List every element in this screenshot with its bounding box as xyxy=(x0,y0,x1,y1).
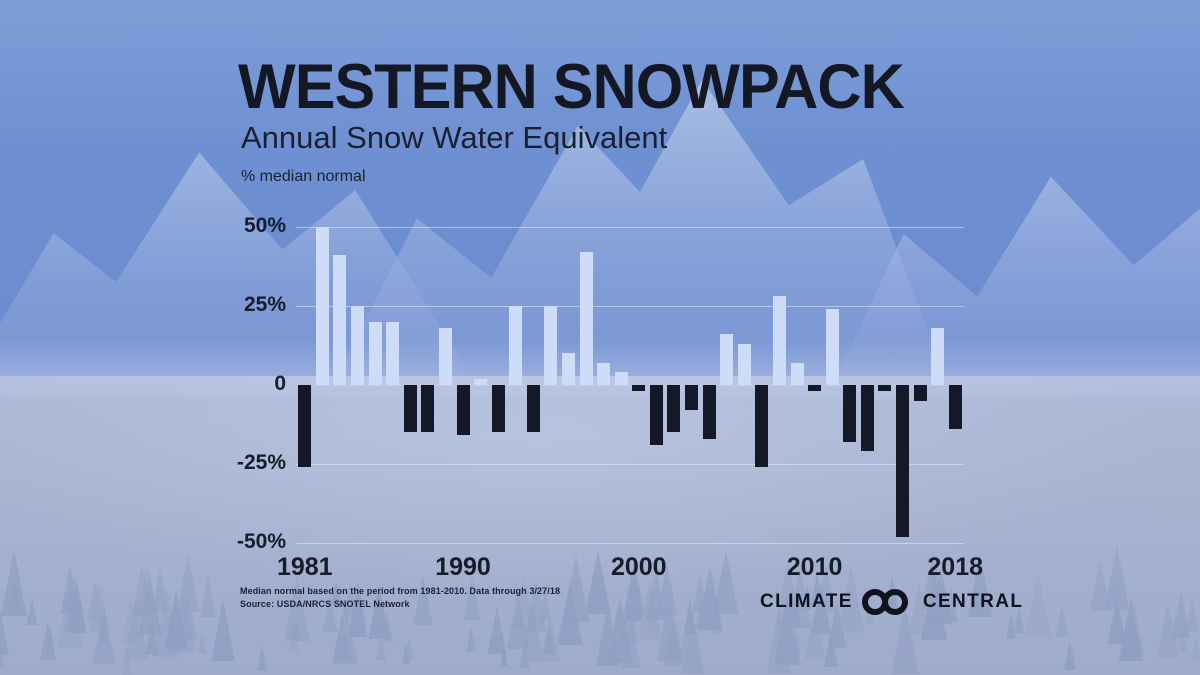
chart-bar xyxy=(386,321,400,385)
y-axis-tick-label: 25% xyxy=(243,292,286,316)
chart-bar xyxy=(403,384,417,433)
chart-bar xyxy=(491,384,505,433)
chart-bar xyxy=(913,384,927,401)
zero-axis-line xyxy=(296,385,964,386)
chart-bar xyxy=(579,252,593,385)
logo-text-central: CENTRAL xyxy=(922,591,1024,612)
chart-bar xyxy=(843,384,857,442)
source-note-line-2: Source: USDA/NRCS SNOTEL Network xyxy=(240,599,410,610)
climate-central-logo: CLIMATE CENTRAL xyxy=(760,589,1023,615)
x-axis-tick-label: 2000 xyxy=(610,553,667,581)
chart-bar xyxy=(509,305,523,385)
chart-bar xyxy=(860,384,874,452)
y-axis-tick-label: -50% xyxy=(236,530,286,553)
interlocking-rings-icon xyxy=(861,589,914,615)
chart-bar xyxy=(456,384,470,436)
chart-bar xyxy=(351,305,365,385)
snowpack-bar-chart: 50% 25% 0 -25% -50% 1981 1990 2000 2010 2018 xyxy=(237,211,983,581)
chart-bar xyxy=(720,334,734,385)
x-axis-tick-label: 1990 xyxy=(435,553,491,581)
chart-bar xyxy=(808,384,822,392)
chart-bar xyxy=(368,321,382,385)
x-axis-tick-label: 2018 xyxy=(927,553,984,581)
gridline xyxy=(296,306,964,307)
chart-bar xyxy=(597,362,611,385)
chart-bar xyxy=(702,384,716,439)
gridline xyxy=(296,464,964,465)
y-axis-tick-label: 0 xyxy=(274,371,286,395)
chart-bar xyxy=(772,296,786,385)
chart-bar xyxy=(948,384,962,430)
source-note-line-1: Median normal based on the period from 1… xyxy=(240,586,561,596)
source-note: Median normal based on the period from 1… xyxy=(240,585,560,611)
chart-bar xyxy=(474,378,488,385)
chart-bar xyxy=(878,384,892,392)
chart-bar xyxy=(825,309,839,385)
chart-bar xyxy=(667,384,681,433)
chart-bar xyxy=(649,384,663,445)
x-axis-tick-label: 1981 xyxy=(276,553,333,581)
chart-bar xyxy=(790,362,804,385)
background-treeline xyxy=(0,485,1200,675)
chart-bar xyxy=(632,384,646,392)
chart-bar xyxy=(333,255,347,385)
gridline xyxy=(296,227,964,228)
chart-bar xyxy=(737,343,751,385)
chart-bar xyxy=(544,305,558,385)
chart-bar xyxy=(685,384,699,411)
page-subtitle: Annual Snow Water Equivalent xyxy=(241,120,668,155)
chart-bar xyxy=(298,384,312,468)
y-axis-tick-label: -25% xyxy=(236,450,286,474)
x-axis-tick-label: 2010 xyxy=(786,553,843,581)
chart-bar xyxy=(421,384,435,433)
chart-bar xyxy=(526,384,540,433)
chart-bar xyxy=(315,226,329,385)
chart-bar xyxy=(895,384,909,537)
page-title: WESTERN SNOWPACK xyxy=(238,52,905,122)
logo-text-climate: CLIMATE xyxy=(760,591,853,612)
chart-bar xyxy=(438,327,452,385)
chart-bar xyxy=(614,372,628,385)
y-axis-unit-label: % median normal xyxy=(241,168,366,185)
y-axis-tick-label: 50% xyxy=(243,213,286,237)
chart-bar xyxy=(561,353,575,385)
chart-bar xyxy=(755,384,769,468)
chart-bar xyxy=(931,327,945,385)
gridline xyxy=(296,543,964,544)
background-snow-haze xyxy=(0,376,1200,675)
background-snowfield xyxy=(0,376,1200,675)
